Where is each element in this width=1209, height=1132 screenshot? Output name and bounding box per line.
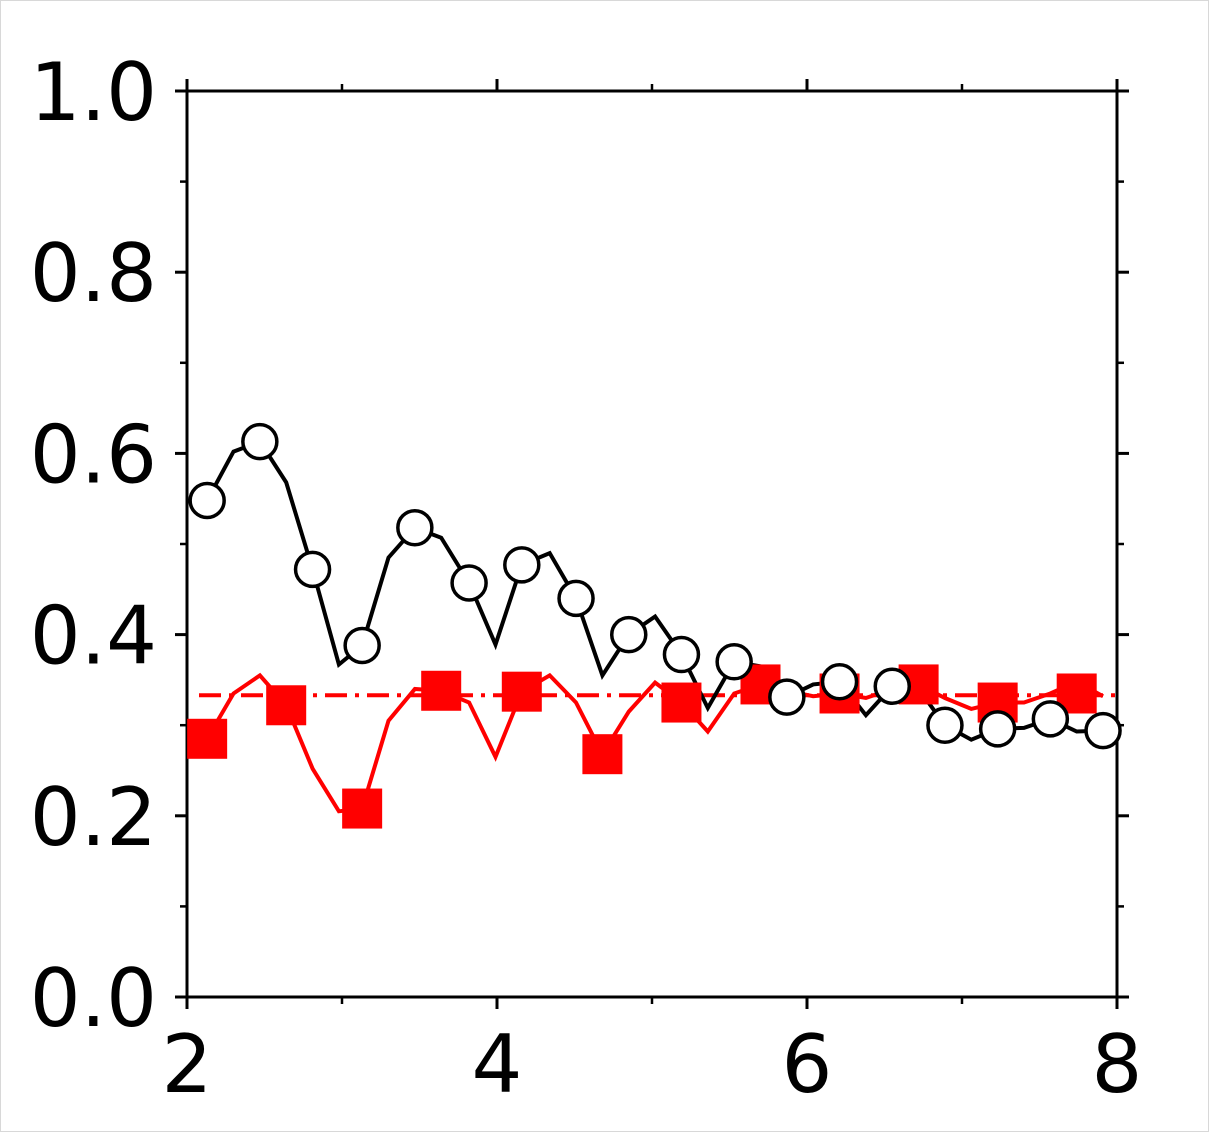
plot-content xyxy=(199,439,1117,814)
data-point-circle xyxy=(241,422,279,461)
data-point-circle xyxy=(557,579,595,618)
y-tick-label: 0.6 xyxy=(30,408,157,501)
y-tick-label: 0.4 xyxy=(30,590,157,683)
y-tick-label: 1.0 xyxy=(30,46,157,139)
data-point-circle xyxy=(820,662,859,701)
data-point-square xyxy=(187,718,228,759)
data-point-circle xyxy=(926,706,964,744)
data-point-circle xyxy=(293,550,332,589)
data-point-square xyxy=(501,671,542,712)
data-point-circle xyxy=(662,635,701,674)
data-point-square xyxy=(421,670,462,711)
data-point-circle xyxy=(610,615,648,654)
x-tick-label: 4 xyxy=(472,1018,523,1111)
data-point-circle xyxy=(873,667,911,705)
plot-frame xyxy=(185,89,1119,999)
y-tick-label: 0.0 xyxy=(30,952,157,1045)
y-tick-label: 0.8 xyxy=(30,227,157,320)
data-point-circle xyxy=(188,481,226,520)
data-point-circle xyxy=(1084,711,1122,750)
x-tick-label: 8 xyxy=(1092,1018,1143,1111)
data-point-circle xyxy=(768,678,806,716)
data-point-square xyxy=(266,685,307,726)
data-point-square xyxy=(661,682,702,723)
data-point-circle xyxy=(450,564,488,602)
y-tick-label: 0.2 xyxy=(30,771,157,864)
data-point-square xyxy=(582,734,623,775)
x-tick-label: 2 xyxy=(162,1018,213,1111)
data-point-circle xyxy=(503,546,541,584)
data-point-circle xyxy=(715,643,753,681)
data-point-circle xyxy=(1031,700,1070,738)
data-point-circle xyxy=(343,626,381,665)
data-point-circle xyxy=(978,710,1017,748)
data-point-square xyxy=(342,788,383,829)
data-point-circle xyxy=(396,508,434,547)
x-tick-label: 6 xyxy=(782,1018,833,1111)
